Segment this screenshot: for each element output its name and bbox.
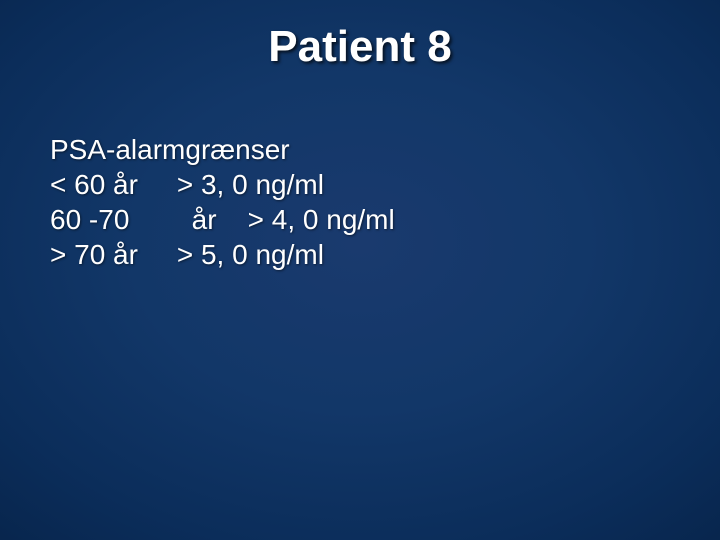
threshold-row: < 60 år > 3, 0 ng/ml [50, 167, 395, 202]
threshold-row: > 70 år > 5, 0 ng/ml [50, 237, 395, 272]
body-subtitle: PSA-alarmgrænser [50, 132, 395, 167]
slide-title: Patient 8 [0, 22, 720, 72]
threshold-row: 60 -70 år > 4, 0 ng/ml [50, 202, 395, 237]
slide-container: Patient 8 PSA-alarmgrænser < 60 år > 3, … [0, 0, 720, 540]
slide-body: PSA-alarmgrænser < 60 år > 3, 0 ng/ml 60… [50, 132, 395, 272]
